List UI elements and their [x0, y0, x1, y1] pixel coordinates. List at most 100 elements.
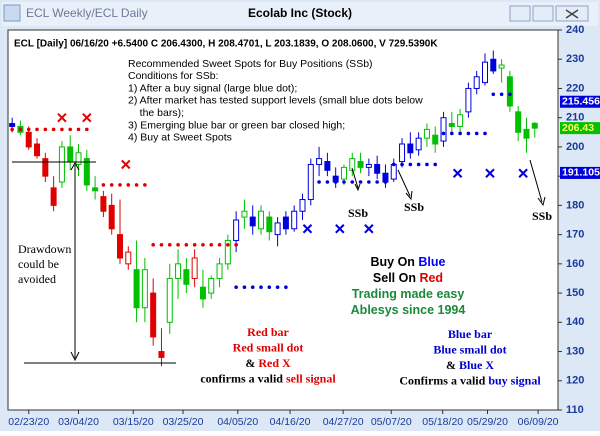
candle-body	[216, 263, 223, 279]
candle-body	[506, 76, 513, 107]
candle-body	[498, 64, 505, 69]
candle	[316, 146, 323, 177]
note-part: &	[245, 356, 258, 370]
candle	[158, 328, 165, 367]
signal-dot	[226, 243, 230, 247]
price-marker-label: 206.43	[562, 122, 594, 134]
candle	[481, 53, 488, 86]
signal-dot	[18, 127, 23, 132]
y-tick-label: 210	[566, 112, 584, 124]
candle	[432, 126, 439, 153]
candle	[258, 205, 265, 235]
tab-label[interactable]: ECL Weekly/ECL Daily	[26, 6, 148, 20]
candle	[440, 111, 447, 147]
signal-dot	[284, 285, 288, 290]
signal-dot	[491, 92, 496, 97]
note-line: Sell On Red	[373, 271, 443, 285]
candle-body	[258, 210, 265, 230]
x-tick-label: 05/29/20	[467, 416, 508, 428]
signal-dot	[234, 285, 238, 290]
candle	[34, 138, 41, 159]
candle	[291, 205, 298, 232]
note-part: Blue bar	[448, 327, 493, 341]
candle	[92, 176, 99, 200]
candle-body	[274, 222, 281, 236]
candle-body	[75, 152, 82, 165]
drawdown-label: avoided	[18, 272, 56, 286]
y-tick-label: 140	[566, 316, 584, 328]
note-line: Trading made easy	[352, 287, 465, 301]
info-box: Recommended Sweet Spots for Buy Position…	[128, 58, 423, 144]
signal-dot	[275, 285, 280, 290]
candle	[399, 138, 406, 168]
candle	[357, 152, 364, 174]
candle	[249, 205, 256, 235]
candle-body	[531, 122, 538, 129]
candle-body	[224, 239, 231, 265]
y-tick-label: 230	[566, 53, 584, 65]
ssb-arrow	[351, 167, 361, 192]
x-tick-label: 04/05/20	[217, 416, 258, 428]
signal-dot	[126, 183, 131, 187]
signal-dot	[408, 162, 413, 167]
candle	[515, 106, 522, 142]
candle-body	[299, 199, 306, 212]
drawdown-arrow	[70, 161, 80, 362]
signal-dot	[234, 243, 238, 247]
candle	[108, 193, 115, 235]
y-tick-label: 170	[566, 229, 584, 241]
candle	[42, 152, 49, 182]
candle	[50, 176, 57, 212]
title-bar	[2, 2, 598, 26]
candle	[83, 149, 90, 191]
candle	[141, 258, 148, 323]
candle	[100, 190, 107, 218]
note-part: Red	[419, 271, 443, 285]
candle-body	[448, 123, 455, 127]
candle	[183, 258, 190, 294]
candle	[224, 234, 231, 270]
price-marker-label: 215.456	[562, 96, 600, 108]
x-tick-label: 05/07/20	[371, 416, 412, 428]
signal-dot	[367, 180, 371, 184]
note-part: Red bar	[247, 325, 289, 339]
y-tick-label: 110	[566, 404, 584, 416]
info-text: the bars);	[128, 107, 184, 119]
signal-x	[335, 224, 345, 234]
signal-dot	[333, 180, 338, 184]
signal-dot	[450, 131, 454, 136]
info-text: 2) After market has tested support level…	[128, 95, 423, 107]
signal-dot	[43, 127, 48, 132]
window-buttons	[509, 5, 589, 22]
signal-dot	[151, 243, 155, 247]
note-part: confirms a valid	[200, 371, 286, 385]
note-line: & Blue X	[446, 358, 494, 372]
note-part: Blue small dot	[433, 342, 506, 356]
x-tick-label: 04/16/20	[270, 416, 311, 428]
signal-dot	[101, 183, 106, 187]
note-part: buy signal	[488, 373, 541, 387]
candle-body	[291, 210, 298, 230]
candle-body	[9, 123, 16, 127]
info-text: Conditions for SSb:	[128, 70, 218, 82]
ssb-arrow	[529, 159, 546, 207]
candle	[523, 117, 530, 153]
ssb-label: SSb	[348, 206, 368, 220]
minimize-button[interactable]	[509, 5, 531, 22]
y-tick-label: 180	[566, 199, 584, 211]
candle	[191, 249, 198, 288]
candle-body	[249, 216, 256, 227]
signal-dot	[267, 285, 272, 290]
info-text: 4) Buy at Sweet Spots	[128, 132, 232, 144]
menu-button[interactable]	[3, 4, 21, 22]
ssb-label: SSb	[404, 200, 424, 214]
candle-body	[42, 158, 49, 177]
candle-body	[523, 128, 530, 139]
signal-dot	[250, 285, 255, 290]
signal-dot	[85, 127, 89, 132]
price-marker	[560, 166, 600, 179]
info-text: Recommended Sweet Spots for Buy Position…	[128, 58, 373, 70]
signal-dot	[10, 127, 14, 132]
maximize-button[interactable]	[532, 5, 554, 22]
candle	[374, 155, 381, 180]
